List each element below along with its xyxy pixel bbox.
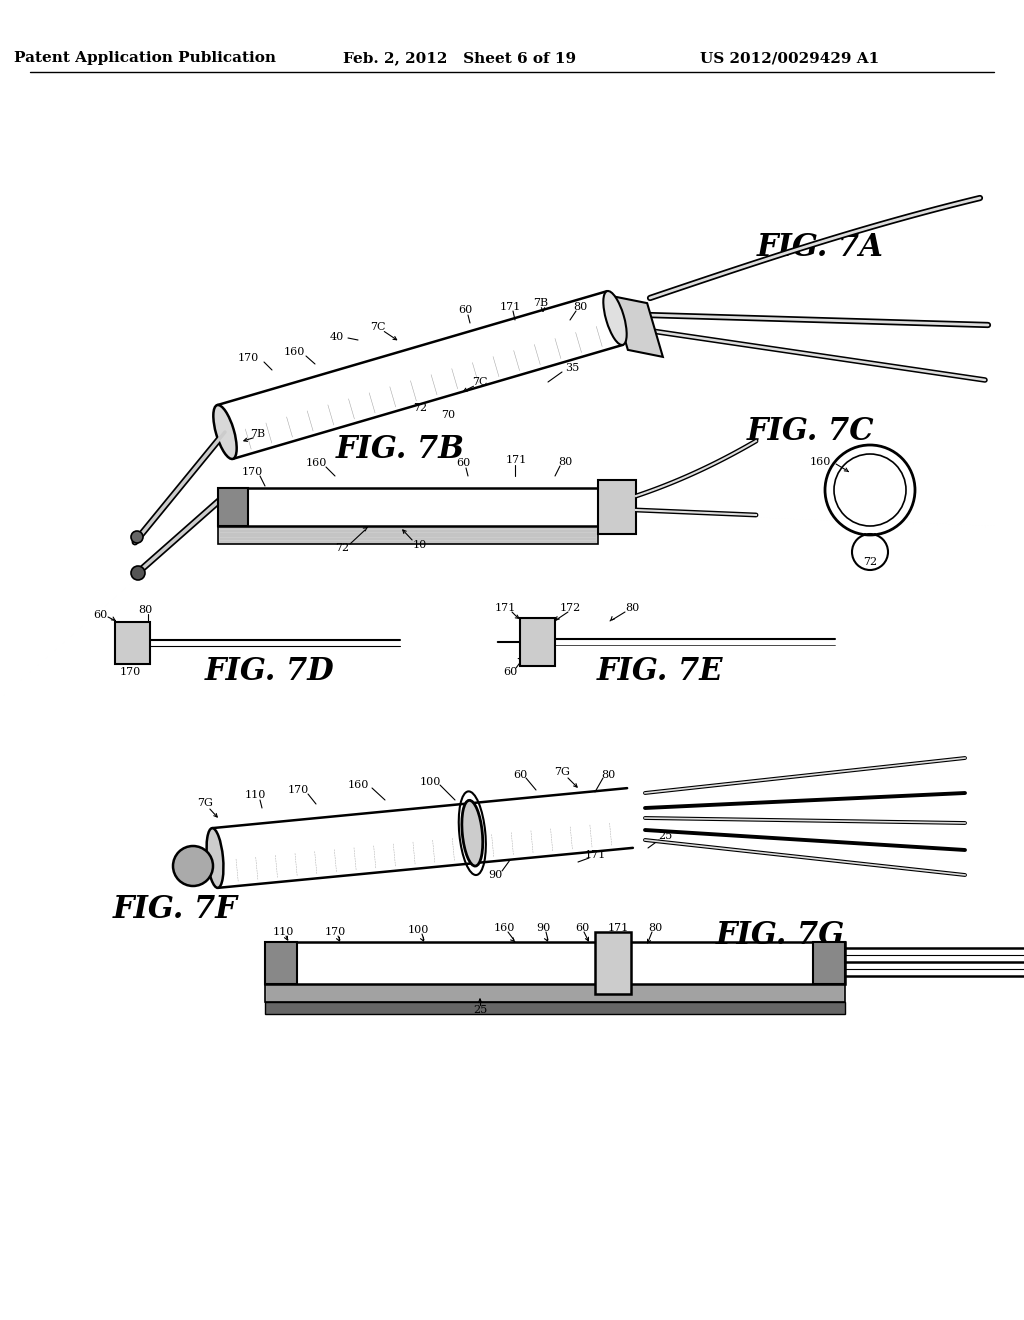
Bar xyxy=(265,983,845,1002)
Text: 80: 80 xyxy=(558,457,572,467)
Ellipse shape xyxy=(603,290,627,345)
Bar xyxy=(595,932,631,994)
Text: 7G: 7G xyxy=(554,767,570,777)
Text: 60: 60 xyxy=(574,923,589,933)
Text: 170: 170 xyxy=(238,352,259,363)
Ellipse shape xyxy=(207,828,223,888)
Text: 25: 25 xyxy=(473,1005,487,1015)
Text: 171: 171 xyxy=(607,923,629,933)
Circle shape xyxy=(173,846,213,886)
Text: 160: 160 xyxy=(809,457,830,467)
Bar xyxy=(265,942,845,983)
Text: 40: 40 xyxy=(330,333,344,342)
Polygon shape xyxy=(612,296,663,356)
Circle shape xyxy=(131,566,145,579)
Text: FIG. 7B: FIG. 7B xyxy=(336,434,465,466)
Text: 160: 160 xyxy=(284,347,305,356)
Text: 171: 171 xyxy=(585,850,605,861)
Text: 110: 110 xyxy=(245,789,265,800)
Text: 171: 171 xyxy=(495,603,516,612)
Circle shape xyxy=(131,531,143,543)
Bar xyxy=(520,618,555,667)
Text: 170: 170 xyxy=(120,667,140,677)
Text: 170: 170 xyxy=(288,785,308,795)
Text: FIG. 7C: FIG. 7C xyxy=(746,417,873,447)
Text: 35: 35 xyxy=(565,363,580,374)
Bar xyxy=(218,525,598,544)
Text: 7C: 7C xyxy=(472,378,487,387)
Text: 7C: 7C xyxy=(371,322,386,333)
Text: 80: 80 xyxy=(648,923,663,933)
Text: 60: 60 xyxy=(458,305,472,315)
Text: 25: 25 xyxy=(657,832,672,841)
Text: FIG. 7A: FIG. 7A xyxy=(757,232,884,264)
Text: US 2012/0029429 A1: US 2012/0029429 A1 xyxy=(700,51,880,65)
Text: 10: 10 xyxy=(413,540,427,550)
Text: 170: 170 xyxy=(242,467,262,477)
Text: Feb. 2, 2012   Sheet 6 of 19: Feb. 2, 2012 Sheet 6 of 19 xyxy=(343,51,577,65)
Text: 60: 60 xyxy=(503,667,517,677)
Text: 72: 72 xyxy=(335,543,349,553)
Text: 160: 160 xyxy=(494,923,515,933)
Ellipse shape xyxy=(462,800,482,866)
Bar xyxy=(218,488,598,525)
Text: 80: 80 xyxy=(138,605,153,615)
Text: FIG. 7E: FIG. 7E xyxy=(597,656,723,688)
Text: 80: 80 xyxy=(572,302,587,312)
Text: 90: 90 xyxy=(487,870,502,880)
Text: 160: 160 xyxy=(305,458,327,469)
Text: 110: 110 xyxy=(272,927,294,937)
Bar xyxy=(218,488,248,525)
Text: 7G: 7G xyxy=(197,799,213,808)
Text: 72: 72 xyxy=(413,403,427,413)
Text: 172: 172 xyxy=(559,603,581,612)
Text: 80: 80 xyxy=(601,770,615,780)
Text: 60: 60 xyxy=(456,458,470,469)
Text: 171: 171 xyxy=(506,455,526,465)
Text: 72: 72 xyxy=(863,557,878,568)
Bar xyxy=(115,622,150,664)
Text: 100: 100 xyxy=(419,777,440,787)
Ellipse shape xyxy=(213,405,237,459)
Text: FIG. 7D: FIG. 7D xyxy=(205,656,335,688)
Text: FIG. 7F: FIG. 7F xyxy=(113,895,238,925)
Text: 80: 80 xyxy=(625,603,639,612)
Bar xyxy=(598,480,636,535)
Text: 171: 171 xyxy=(500,302,520,312)
Text: 90: 90 xyxy=(536,923,550,933)
Text: 60: 60 xyxy=(513,770,527,780)
Bar xyxy=(265,1002,845,1014)
Bar xyxy=(813,942,845,983)
Text: 160: 160 xyxy=(347,780,369,789)
Text: 60: 60 xyxy=(93,610,108,620)
Text: FIG. 7G: FIG. 7G xyxy=(716,920,845,950)
Bar xyxy=(265,942,297,983)
Text: 100: 100 xyxy=(408,925,429,935)
Text: 70: 70 xyxy=(441,411,455,420)
Text: Patent Application Publication: Patent Application Publication xyxy=(14,51,276,65)
Text: 7B: 7B xyxy=(251,429,265,440)
Text: 7B: 7B xyxy=(534,298,549,308)
Text: 170: 170 xyxy=(325,927,346,937)
